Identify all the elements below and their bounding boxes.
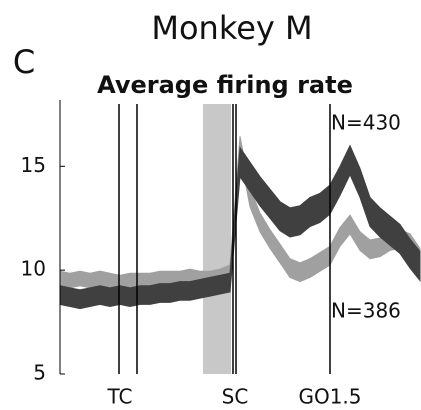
panel-label: C <box>13 43 35 81</box>
shaded-span <box>203 104 231 374</box>
annotation: N=386 <box>331 299 401 323</box>
chart-title: Monkey M <box>151 9 312 47</box>
annotation: N=430 <box>331 111 401 135</box>
y-tick-label: 15 <box>21 153 46 177</box>
chart-subtitle: Average firing rate <box>97 71 353 99</box>
x-tick-label: SC <box>222 385 249 409</box>
y-tick-label: 5 <box>33 361 46 385</box>
y-tick-label: 10 <box>21 257 46 281</box>
x-tick-label: TC <box>106 385 132 409</box>
x-tick-label: GO1.5 <box>298 385 361 409</box>
